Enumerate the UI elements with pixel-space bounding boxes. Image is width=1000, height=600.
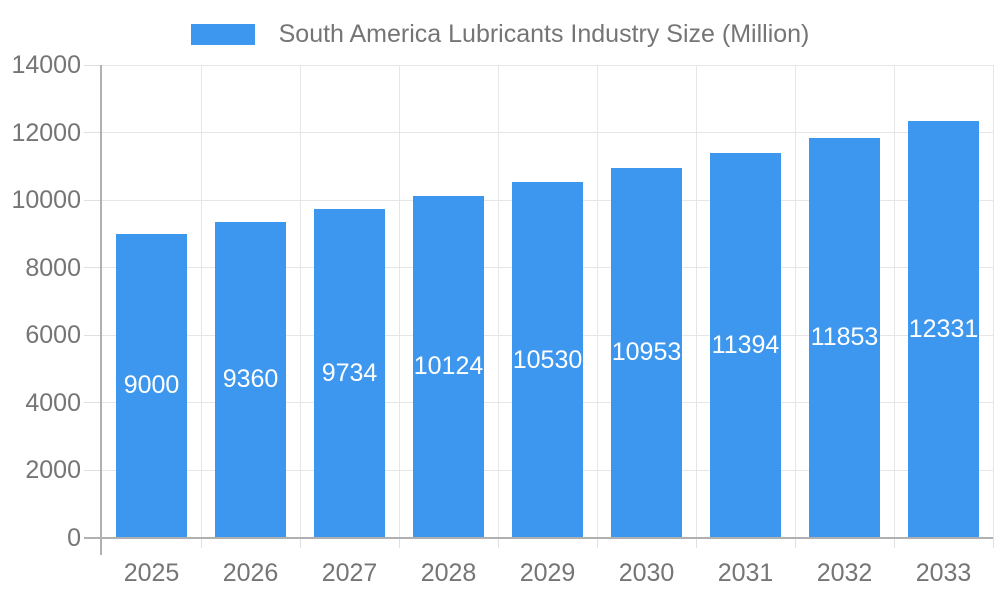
x-axis-tick [497,538,499,548]
bar-value-label: 10953 [611,338,682,367]
x-axis-tick-label: 2032 [816,559,873,587]
x-axis-tick-label: 2033 [915,559,972,587]
y-axis-tick-label: 0 [67,524,81,552]
x-axis-tick-label: 2026 [222,559,279,587]
vertical-gridline [794,65,796,538]
y-axis-tick-label: 4000 [25,388,81,417]
y-axis-tick [84,64,102,66]
vertical-gridline [299,65,301,538]
y-axis-tick-label: 8000 [25,253,81,282]
bar-2026[interactable]: 9360 [215,221,286,538]
bar-2027[interactable]: 9734 [314,209,385,538]
y-axis-tick-label: 12000 [11,118,81,147]
y-axis-tick [84,267,102,269]
vertical-gridline [695,65,697,538]
bar-value-label: 9360 [222,365,279,394]
bar-value-label: 12331 [908,315,979,344]
bar-2032[interactable]: 11853 [809,137,880,538]
y-axis-tick [84,334,102,336]
y-axis-tick-label: 6000 [25,321,81,350]
x-axis-tick-label: 2027 [321,559,378,587]
bar-value-label: 11394 [711,331,780,359]
x-axis-tick [299,538,301,548]
y-axis-line [100,65,102,555]
x-axis-tick [992,538,994,548]
x-axis-tick-label: 2025 [123,559,180,587]
x-axis-tick [695,538,697,548]
x-axis-tick [794,538,796,548]
y-axis-tick [84,199,102,201]
x-axis-tick-label: 2031 [717,559,774,587]
vertical-gridline [497,65,499,538]
y-axis-tick [84,402,102,404]
bar-2030[interactable]: 10953 [611,167,682,538]
x-axis-tick [398,538,400,548]
vertical-gridline [992,65,994,538]
legend-label: South America Lubricants Industry Size (… [278,19,810,48]
x-axis-tick-label: 2030 [618,559,675,587]
bar-value-label: 10530 [512,345,583,374]
bar-2033[interactable]: 12331 [908,121,979,538]
bar-value-label: 10124 [413,352,484,381]
x-axis-tick-label: 2029 [519,559,576,587]
x-axis-tick [596,538,598,548]
y-axis-tick [84,469,102,471]
vertical-gridline [893,65,895,538]
bar-value-label: 9734 [321,359,378,388]
y-axis-tick-label: 14000 [11,51,81,79]
y-axis-tick-label: 10000 [11,186,81,215]
horizontal-gridline [102,132,993,134]
bar-2028[interactable]: 10124 [413,195,484,538]
horizontal-gridline [102,64,993,66]
bar-2029[interactable]: 10530 [512,182,583,538]
x-axis-baseline [84,537,993,539]
x-axis-tick [200,538,202,548]
y-axis-tick-label: 2000 [25,456,81,485]
vertical-gridline [596,65,598,538]
x-axis-tick-label: 2028 [420,559,477,587]
x-axis-tick [893,538,895,548]
vertical-gridline [200,65,202,538]
legend-swatch [190,23,255,45]
bar-2025[interactable]: 9000 [116,233,187,538]
legend: South America Lubricants Industry Size (… [0,19,1000,49]
bar-2031[interactable]: 11394 [710,153,781,538]
bar-value-label: 11853 [810,323,879,352]
y-axis-tick [84,132,102,134]
vertical-gridline [398,65,400,538]
bar-value-label: 9000 [123,371,180,400]
